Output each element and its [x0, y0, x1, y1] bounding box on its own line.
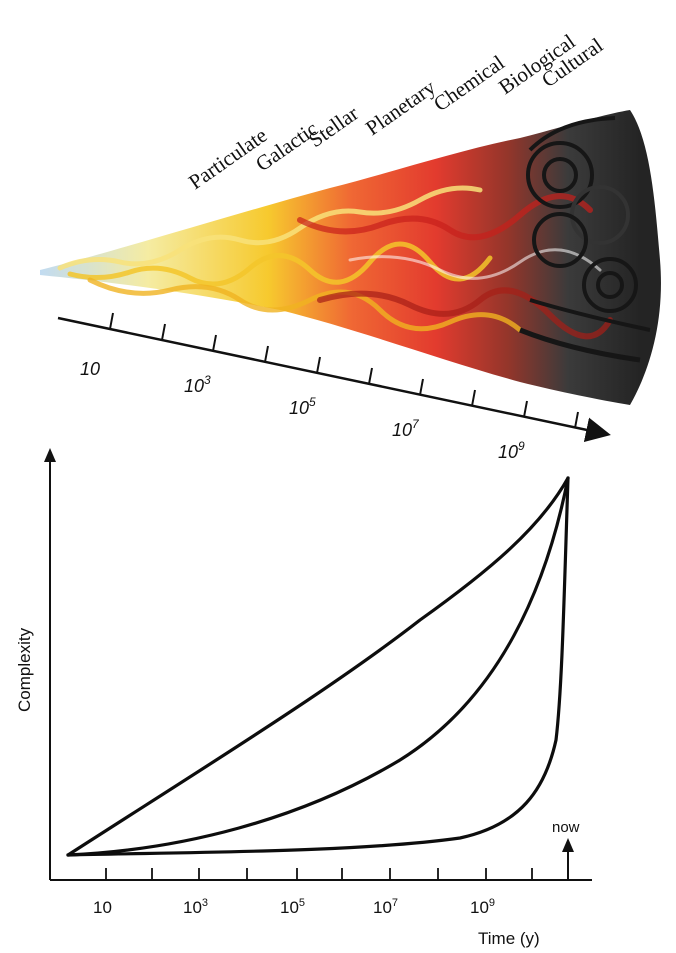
complexity-curve-middle: [66, 476, 570, 857]
flame-streaks: [57, 185, 613, 340]
complexity-chart: now 10 103 105 107 109 Complexity Time (…: [15, 448, 592, 948]
x-tick-label-10-3: 103: [183, 897, 208, 917]
x-tick-label-10-9: 109: [470, 897, 495, 917]
x-axis-title: Time (y): [478, 929, 540, 948]
era-label-planetary: Planetary: [361, 75, 440, 140]
era-label-stellar: Stellar: [304, 101, 363, 152]
x-tick-label-10: 10: [93, 898, 112, 917]
cosmic-evolution-flame: [40, 110, 661, 405]
timeline-tick-label-10: 10: [80, 359, 100, 379]
timeline-illustration: Particulate Galactic Stellar Planetary C…: [40, 29, 661, 462]
cultural-swirls: [519, 116, 651, 363]
y-axis-arrow: [44, 448, 56, 462]
now-marker-arrow: [562, 838, 574, 852]
now-label: now: [552, 819, 580, 836]
timeline-axis: [57, 316, 611, 443]
y-axis-title: Complexity: [15, 627, 34, 712]
complexity-curve-lower: [66, 476, 570, 857]
timeline-tick-label-10-5: 105: [289, 395, 316, 418]
complexity-curve-upper: [66, 476, 570, 857]
x-tick-label-10-7: 107: [373, 897, 398, 917]
timeline-tick-label-10-3: 103: [184, 373, 211, 396]
timeline-ticks: [109, 312, 579, 429]
x-tick-label-10-5: 105: [280, 897, 305, 917]
timeline-tick-label-10-7: 107: [392, 417, 420, 440]
x-axis-ticks: [105, 868, 533, 880]
timeline-tick-label-10-9: 109: [498, 439, 525, 462]
